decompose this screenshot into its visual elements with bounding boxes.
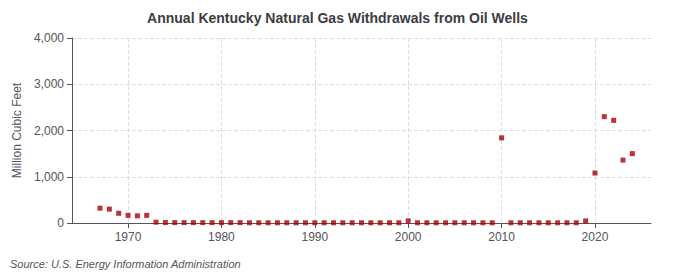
svg-text:2,000: 2,000	[34, 124, 64, 138]
svg-text:Source: U.S. Energy Informatio: Source: U.S. Energy Information Administ…	[10, 258, 241, 270]
svg-text:0: 0	[57, 216, 64, 230]
svg-text:Million Cubic Feet: Million Cubic Feet	[10, 82, 24, 178]
svg-text:1980: 1980	[208, 230, 235, 244]
svg-text:4,000: 4,000	[34, 31, 64, 45]
svg-text:3,000: 3,000	[34, 77, 64, 91]
svg-text:1,000: 1,000	[34, 170, 64, 184]
svg-text:2020: 2020	[582, 230, 609, 244]
svg-text:1970: 1970	[115, 230, 142, 244]
svg-text:Annual Kentucky Natural Gas Wi: Annual Kentucky Natural Gas Withdrawals …	[147, 10, 528, 26]
svg-text:1990: 1990	[301, 230, 328, 244]
svg-text:2000: 2000	[395, 230, 422, 244]
svg-text:2010: 2010	[488, 230, 515, 244]
